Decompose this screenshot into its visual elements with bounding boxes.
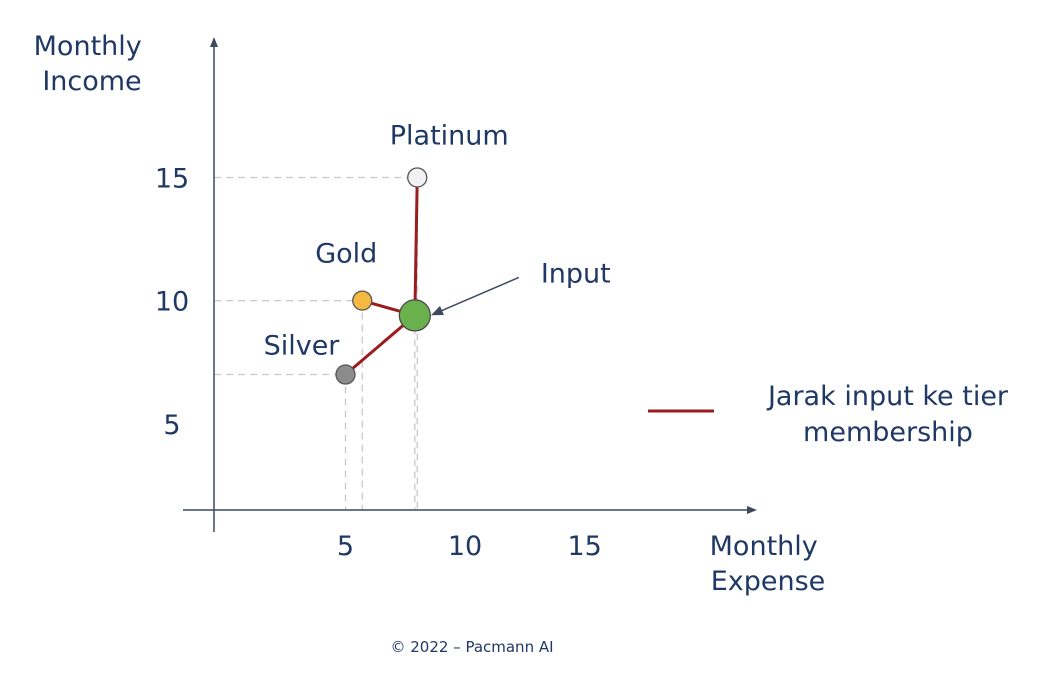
input-label: Input [541, 258, 611, 289]
input-pointer: Input [431, 258, 611, 316]
point-platinum [407, 167, 428, 188]
x-axis-title: Monthly Expense [710, 531, 827, 597]
y-axis-title-line-2: Income [42, 66, 141, 97]
point-label-platinum: Platinum [390, 120, 509, 151]
y-tick-label: 15 [155, 163, 189, 194]
x-axis-title-line-2: Expense [711, 566, 826, 597]
data-points [335, 167, 432, 385]
legend-label-line-1: Jarak input ke tier [766, 381, 1009, 412]
guide-lines [214, 176, 418, 510]
legend-label-line-2: membership [803, 417, 973, 448]
input-pointer-arrow [431, 276, 520, 316]
point-gold [352, 290, 373, 311]
y-tick-label: 10 [155, 287, 189, 318]
axes [183, 37, 757, 532]
y-axis-title-line-1: Monthly [34, 31, 142, 62]
y-axis-title: Monthly Income [34, 31, 151, 97]
y-tick-label: 5 [163, 410, 180, 441]
x-tick-label: 5 [337, 531, 354, 562]
tick-labels: 5 10 15 5 10 15 [155, 163, 602, 562]
copyright-footer: © 2022 – Pacmann AI [390, 638, 554, 656]
legend: Jarak input ke tier membership [648, 381, 1009, 448]
distance-line [413, 177, 419, 316]
x-tick-label: 10 [448, 531, 482, 562]
point-input [398, 299, 432, 332]
point-label-silver: Silver [264, 331, 341, 362]
distance-lines [344, 177, 419, 376]
x-axis-title-line-1: Monthly [710, 531, 818, 562]
point-labels: Platinum Gold Silver [264, 120, 509, 361]
point-label-gold: Gold [315, 239, 377, 270]
x-tick-label: 15 [567, 531, 601, 562]
point-silver [335, 364, 356, 385]
